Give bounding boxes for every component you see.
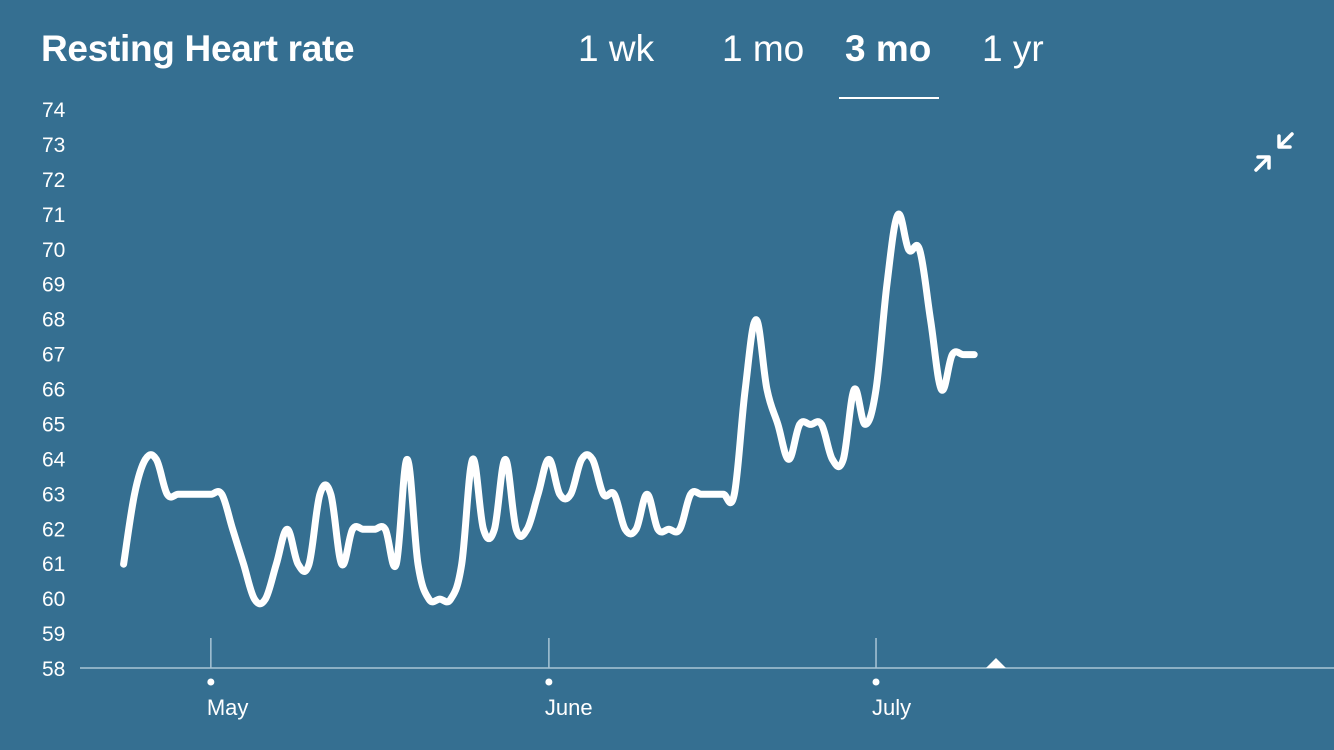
y-tick-label: 61 bbox=[42, 553, 65, 576]
y-tick-label: 65 bbox=[42, 413, 65, 436]
x-tick-label: May bbox=[207, 695, 249, 720]
y-tick-label: 66 bbox=[42, 379, 65, 402]
x-tick-label: June bbox=[545, 695, 593, 720]
x-tick-dot bbox=[545, 678, 553, 686]
x-tick-dot bbox=[872, 678, 880, 686]
y-tick-label: 67 bbox=[42, 344, 65, 367]
selection-marker[interactable] bbox=[985, 658, 1006, 668]
y-tick-label: 64 bbox=[42, 448, 66, 471]
y-tick-label: 63 bbox=[42, 483, 65, 506]
y-tick-label: 74 bbox=[42, 99, 66, 122]
collapse-button[interactable] bbox=[1250, 128, 1298, 176]
collapse-arrows-icon bbox=[1254, 132, 1294, 172]
tab-1-week[interactable]: 1 wk bbox=[578, 28, 655, 69]
active-tab-indicator bbox=[839, 97, 939, 99]
y-tick-label: 69 bbox=[42, 274, 65, 297]
y-tick-label: 60 bbox=[42, 588, 65, 611]
page-title: Resting Heart rate bbox=[41, 28, 355, 69]
y-tick-label: 72 bbox=[42, 169, 65, 192]
y-tick-label: 58 bbox=[42, 658, 65, 681]
y-tick-label: 70 bbox=[42, 239, 65, 262]
y-tick-label: 71 bbox=[42, 204, 65, 227]
y-tick-label: 68 bbox=[42, 309, 65, 332]
y-tick-label: 59 bbox=[42, 623, 65, 646]
x-tick-label: July bbox=[872, 695, 911, 720]
tab-3-months[interactable]: 3 mo bbox=[845, 28, 932, 69]
tab-1-year[interactable]: 1 yr bbox=[982, 28, 1044, 69]
y-tick-label: 73 bbox=[42, 134, 65, 157]
x-tick-dot bbox=[207, 678, 215, 686]
series-line bbox=[120, 210, 978, 608]
y-tick-label: 62 bbox=[42, 518, 65, 541]
tab-1-month[interactable]: 1 mo bbox=[722, 28, 805, 69]
